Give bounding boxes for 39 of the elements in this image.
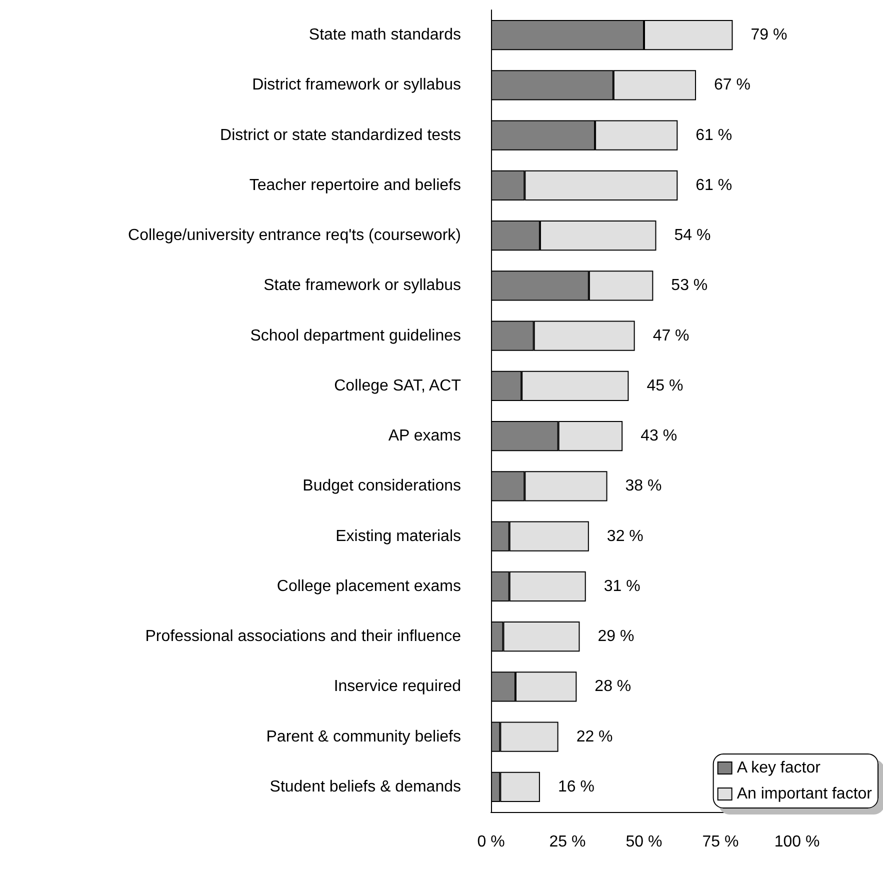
total-label: 31 % bbox=[604, 578, 640, 595]
total-label: 43 % bbox=[640, 428, 678, 445]
total-label: 29 % bbox=[598, 628, 634, 646]
total-label: 38 % bbox=[625, 478, 662, 495]
total-label: 61 % bbox=[696, 176, 732, 194]
total-label: 16 % bbox=[558, 778, 594, 796]
y-tick-label: College placement exams bbox=[276, 578, 461, 595]
legend-label: A key factor bbox=[736, 760, 822, 776]
y-tick-label: Professional associations and their influence bbox=[145, 628, 462, 646]
y-tick-label: Teacher repertoire and beliefs bbox=[249, 176, 461, 194]
y-tick-label: State math standards bbox=[308, 26, 461, 44]
total-label: 22 % bbox=[576, 728, 613, 746]
total-label: 79 % bbox=[750, 26, 788, 44]
total-label: 53 % bbox=[671, 277, 708, 294]
total-label: 54 % bbox=[674, 227, 711, 244]
total-label: 45 % bbox=[646, 377, 684, 394]
x-tick-label: 75 % bbox=[702, 834, 739, 850]
y-tick-label: State framework or syllabus bbox=[264, 277, 461, 294]
y-tick-label: District framework or syllabus bbox=[252, 76, 461, 94]
total-label: 67 % bbox=[714, 76, 750, 94]
total-label: 32 % bbox=[606, 528, 644, 545]
y-tick-label: Parent & community beliefs bbox=[266, 728, 461, 746]
x-tick-label: 25 % bbox=[549, 834, 586, 850]
x-tick-label: 100 % bbox=[774, 834, 820, 850]
legend-label: An important factor bbox=[736, 786, 873, 802]
total-label: 61 % bbox=[696, 126, 732, 144]
y-tick-label: Budget considerations bbox=[302, 478, 461, 495]
y-tick-label: Inservice required bbox=[334, 678, 461, 696]
total-label: 28 % bbox=[594, 678, 632, 696]
y-tick-label: College/university entrance req'ts (coursework) bbox=[128, 227, 461, 244]
total-label: 47 % bbox=[652, 327, 690, 344]
y-tick-label: Student beliefs & demands bbox=[270, 778, 461, 796]
y-tick-label: School department guidelines bbox=[250, 327, 461, 344]
y-tick-label: Existing materials bbox=[336, 528, 461, 545]
x-tick-label: 0 % bbox=[477, 834, 505, 850]
x-tick-label: 50 % bbox=[626, 834, 662, 850]
y-tick-label: District or state standardized tests bbox=[220, 126, 461, 144]
y-tick-label: AP exams bbox=[388, 428, 461, 445]
y-tick-label: College SAT, ACT bbox=[334, 377, 462, 394]
